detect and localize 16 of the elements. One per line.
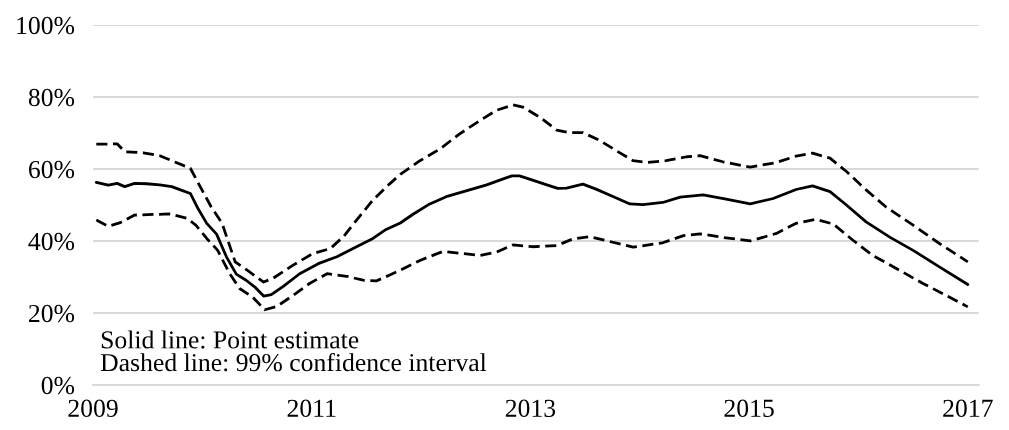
x-tick-label: 2013 [505,399,556,417]
x-tick-label: 2017 [943,399,993,417]
line-series [94,212,970,312]
line-series [94,174,970,298]
x-tick-label: 2011 [287,399,336,417]
x-tick-label: 2015 [724,399,774,417]
y-tick-label: 60% [28,160,75,179]
y-tick-label: 100% [17,16,75,35]
y-tick-label: 80% [28,88,75,107]
annotation: Dashed line: 99% confidence interval [100,352,487,372]
x-tick-label: 2009 [68,399,118,417]
y-tick-label: 40% [28,232,75,251]
line-series [94,103,970,284]
y-tick-label: 0% [41,376,75,395]
y-tick-label: 20% [29,304,75,323]
annotation: Solid line: Point estimate [101,330,359,349]
